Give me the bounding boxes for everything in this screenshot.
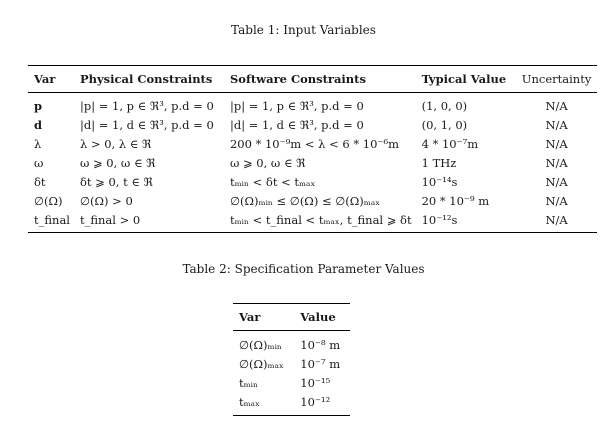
header-uncertainty: Uncertainty: [521, 72, 592, 86]
header-var: Var: [34, 72, 56, 86]
cell-physical: t_final > 0: [73, 210, 224, 233]
table-row: δt δt ⩾ 0, t ∈ ℜ tₘᵢₙ < δt < tₘₐₓ 10⁻¹⁴s…: [28, 172, 597, 191]
cell-uncertainty: N/A: [514, 92, 597, 115]
cell-software: ω ⩾ 0, ω ∈ ℜ: [229, 155, 306, 170]
table1-header-row: Var Physical Constraints Software Constr…: [28, 65, 597, 93]
cell-value: 10⁻¹⁵: [300, 375, 331, 390]
cell-physical: |p| = 1, p ∈ ℜ³, p.d = 0: [73, 92, 224, 115]
table2-caption: Table 2: Specification Parameter Values: [182, 262, 425, 276]
cell-software: |p| = 1, p ∈ ℜ³, p.d = 0: [223, 92, 416, 115]
cell-var: ω: [34, 155, 44, 170]
header-software-constraints: Software Constraints: [229, 72, 366, 86]
cell-software: |d| = 1, d ∈ ℜ³, p.d = 0: [229, 117, 364, 132]
header-physical-constraints: Physical Constraints: [79, 72, 213, 86]
table-row: t_final t_final > 0 tₘᵢₙ < t_final < tₘₐ…: [28, 210, 597, 233]
table-row: ω ω ⩾ 0, ω ∈ ℜ ω ⩾ 0, ω ∈ ℜ 1 THz N/A: [28, 153, 597, 172]
cell-var: λ: [34, 136, 42, 151]
cell-var: tₘᵢₙ: [239, 375, 258, 390]
cell-typical: (1, 0, 0): [415, 92, 515, 115]
table-row: tₘᵢₙ 10⁻¹⁵: [233, 373, 350, 392]
table-row: ∅(Ω)ₘₐₓ 10⁻⁷ m: [233, 354, 350, 373]
cell-var: d: [34, 117, 43, 132]
header-typical-value: Typical Value: [421, 72, 507, 86]
cell-typical: (0, 1, 0): [421, 117, 468, 132]
cell-var: tₘₐₓ: [233, 392, 295, 416]
cell-var: ∅(Ω)ₘᵢₙ: [233, 330, 295, 354]
cell-physical: λ > 0, λ ∈ ℜ: [79, 136, 152, 151]
table1-caption: Table 1: Input Variables: [231, 23, 376, 37]
cell-var: δt: [34, 174, 46, 189]
cell-typical: 20 * 10⁻⁹ m: [421, 193, 490, 208]
header-var: Var: [239, 310, 261, 324]
table-row: p |p| = 1, p ∈ ℜ³, p.d = 0 |p| = 1, p ∈ …: [28, 92, 597, 115]
input-variables-table: Var Physical Constraints Software Constr…: [28, 65, 597, 233]
cell-var: ∅(Ω): [34, 193, 63, 208]
cell-value: 10⁻⁷ m: [300, 356, 341, 371]
table2-header-row: Var Value: [233, 303, 350, 331]
specification-parameters-table: Var Value ∅(Ω)ₘᵢₙ 10⁻⁸ m ∅(Ω)ₘₐₓ 10⁻⁷ m …: [233, 303, 350, 416]
table-row: ∅(Ω) ∅(Ω) > 0 ∅(Ω)ₘᵢₙ ≤ ∅(Ω) ≤ ∅(Ω)ₘₐₓ 2…: [28, 191, 597, 210]
table-row: d |d| = 1, d ∈ ℜ³, p.d = 0 |d| = 1, d ∈ …: [28, 115, 597, 134]
cell-physical: ω ⩾ 0, ω ∈ ℜ: [79, 155, 156, 170]
table-row: tₘₐₓ 10⁻¹²: [233, 392, 350, 416]
cell-physical: ∅(Ω) > 0: [79, 193, 133, 208]
cell-var: p: [28, 92, 74, 115]
cell-uncertainty: N/A: [545, 174, 568, 189]
cell-typical: 1 THz: [421, 155, 457, 170]
cell-typical: 4 * 10⁻⁷m: [421, 136, 479, 151]
cell-uncertainty: N/A: [545, 117, 568, 132]
cell-var: t_final: [28, 210, 74, 233]
cell-value: 10⁻⁸ m: [294, 330, 350, 354]
cell-software: ∅(Ω)ₘᵢₙ ≤ ∅(Ω) ≤ ∅(Ω)ₘₐₓ: [229, 193, 381, 208]
cell-uncertainty: N/A: [514, 210, 597, 233]
cell-software: 200 * 10⁻⁹m < λ < 6 * 10⁻⁶m: [229, 136, 399, 151]
cell-typical: 10⁻¹²s: [415, 210, 515, 233]
cell-physical: δt ⩾ 0, t ∈ ℜ: [79, 174, 153, 189]
cell-software: tₘᵢₙ < t_final < tₘₐₓ, t_final ⩾ δt: [223, 210, 416, 233]
header-value: Value: [300, 310, 336, 324]
cell-physical: |d| = 1, d ∈ ℜ³, p.d = 0: [79, 117, 214, 132]
table-row: ∅(Ω)ₘᵢₙ 10⁻⁸ m: [233, 330, 350, 354]
cell-value: 10⁻¹²: [294, 392, 350, 416]
cell-uncertainty: N/A: [545, 136, 568, 151]
cell-typical: 10⁻¹⁴s: [421, 174, 458, 189]
table-row: λ λ > 0, λ ∈ ℜ 200 * 10⁻⁹m < λ < 6 * 10⁻…: [28, 134, 597, 153]
cell-var: ∅(Ω)ₘₐₓ: [239, 356, 284, 371]
cell-software: tₘᵢₙ < δt < tₘₐₓ: [229, 174, 316, 189]
cell-uncertainty: N/A: [545, 155, 568, 170]
cell-uncertainty: N/A: [545, 193, 568, 208]
